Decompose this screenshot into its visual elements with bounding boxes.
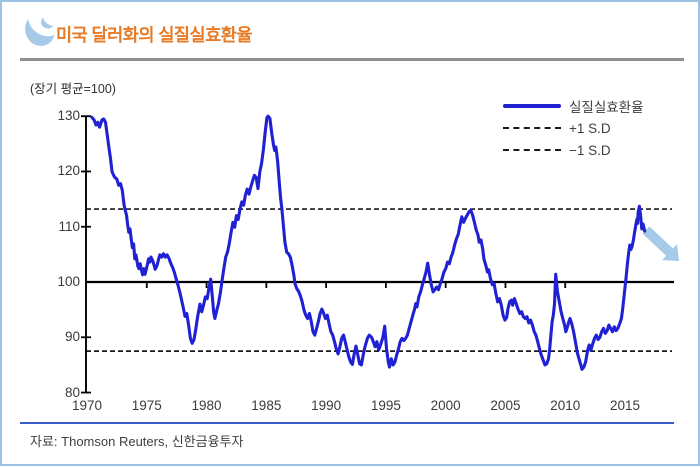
bird-body-shape: [25, 19, 55, 46]
page-title: 미국 달러화의 실질실효환율: [56, 25, 252, 45]
legend-label: −1 S.D: [569, 142, 611, 158]
reer-data-line: [90, 114, 647, 371]
legend-item-minus-1sd: −1 S.D: [503, 139, 644, 161]
legend-dashed-swatch: [503, 149, 561, 151]
title-underline: [20, 58, 684, 61]
trend-arrow-icon: [642, 226, 679, 261]
source-text: 자료: Thomson Reuters, 신한금융투자: [30, 434, 244, 449]
chart-legend: 실질실효환율 +1 S.D −1 S.D: [503, 95, 644, 161]
header: 미국 달러화의 실질실효환율: [20, 14, 684, 54]
footer-rule: [20, 422, 674, 424]
shinhan-bird-icon: [25, 17, 55, 46]
legend-line-swatch: [503, 104, 561, 108]
bird-wing-shape: [41, 17, 53, 29]
unit-note-label: (장기 평균=100): [30, 82, 116, 96]
legend-item-plus-1sd: +1 S.D: [503, 117, 644, 139]
legend-dashed-swatch: [503, 127, 561, 129]
legend-item-reer: 실질실효환율: [503, 95, 644, 117]
legend-label: 실질실효환율: [569, 100, 644, 115]
legend-label: +1 S.D: [569, 120, 611, 136]
